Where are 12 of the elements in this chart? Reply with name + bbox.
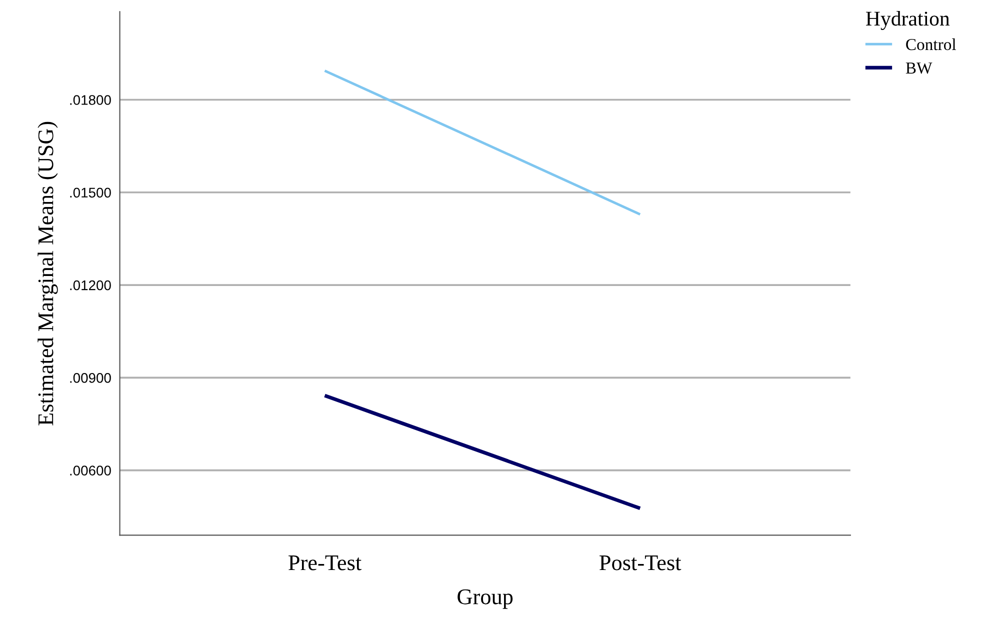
x-tick-label: Pre-Test xyxy=(288,556,362,570)
legend-label: Control xyxy=(906,38,956,50)
y-tick-label: .01500 xyxy=(70,188,111,198)
y-tick-label: .01200 xyxy=(70,280,111,290)
y-tick-label: .00600 xyxy=(70,466,111,476)
legend-label: BW xyxy=(906,62,932,74)
legend-title: Hydration xyxy=(866,11,950,30)
y-axis-title: Estimated Marginal Means (USG) xyxy=(38,122,58,426)
x-axis-title: Group xyxy=(458,589,513,609)
y-tick-label: .01800 xyxy=(70,95,111,105)
y-tick-label: .00900 xyxy=(70,373,111,383)
x-tick-label: Post-Test xyxy=(600,556,682,570)
